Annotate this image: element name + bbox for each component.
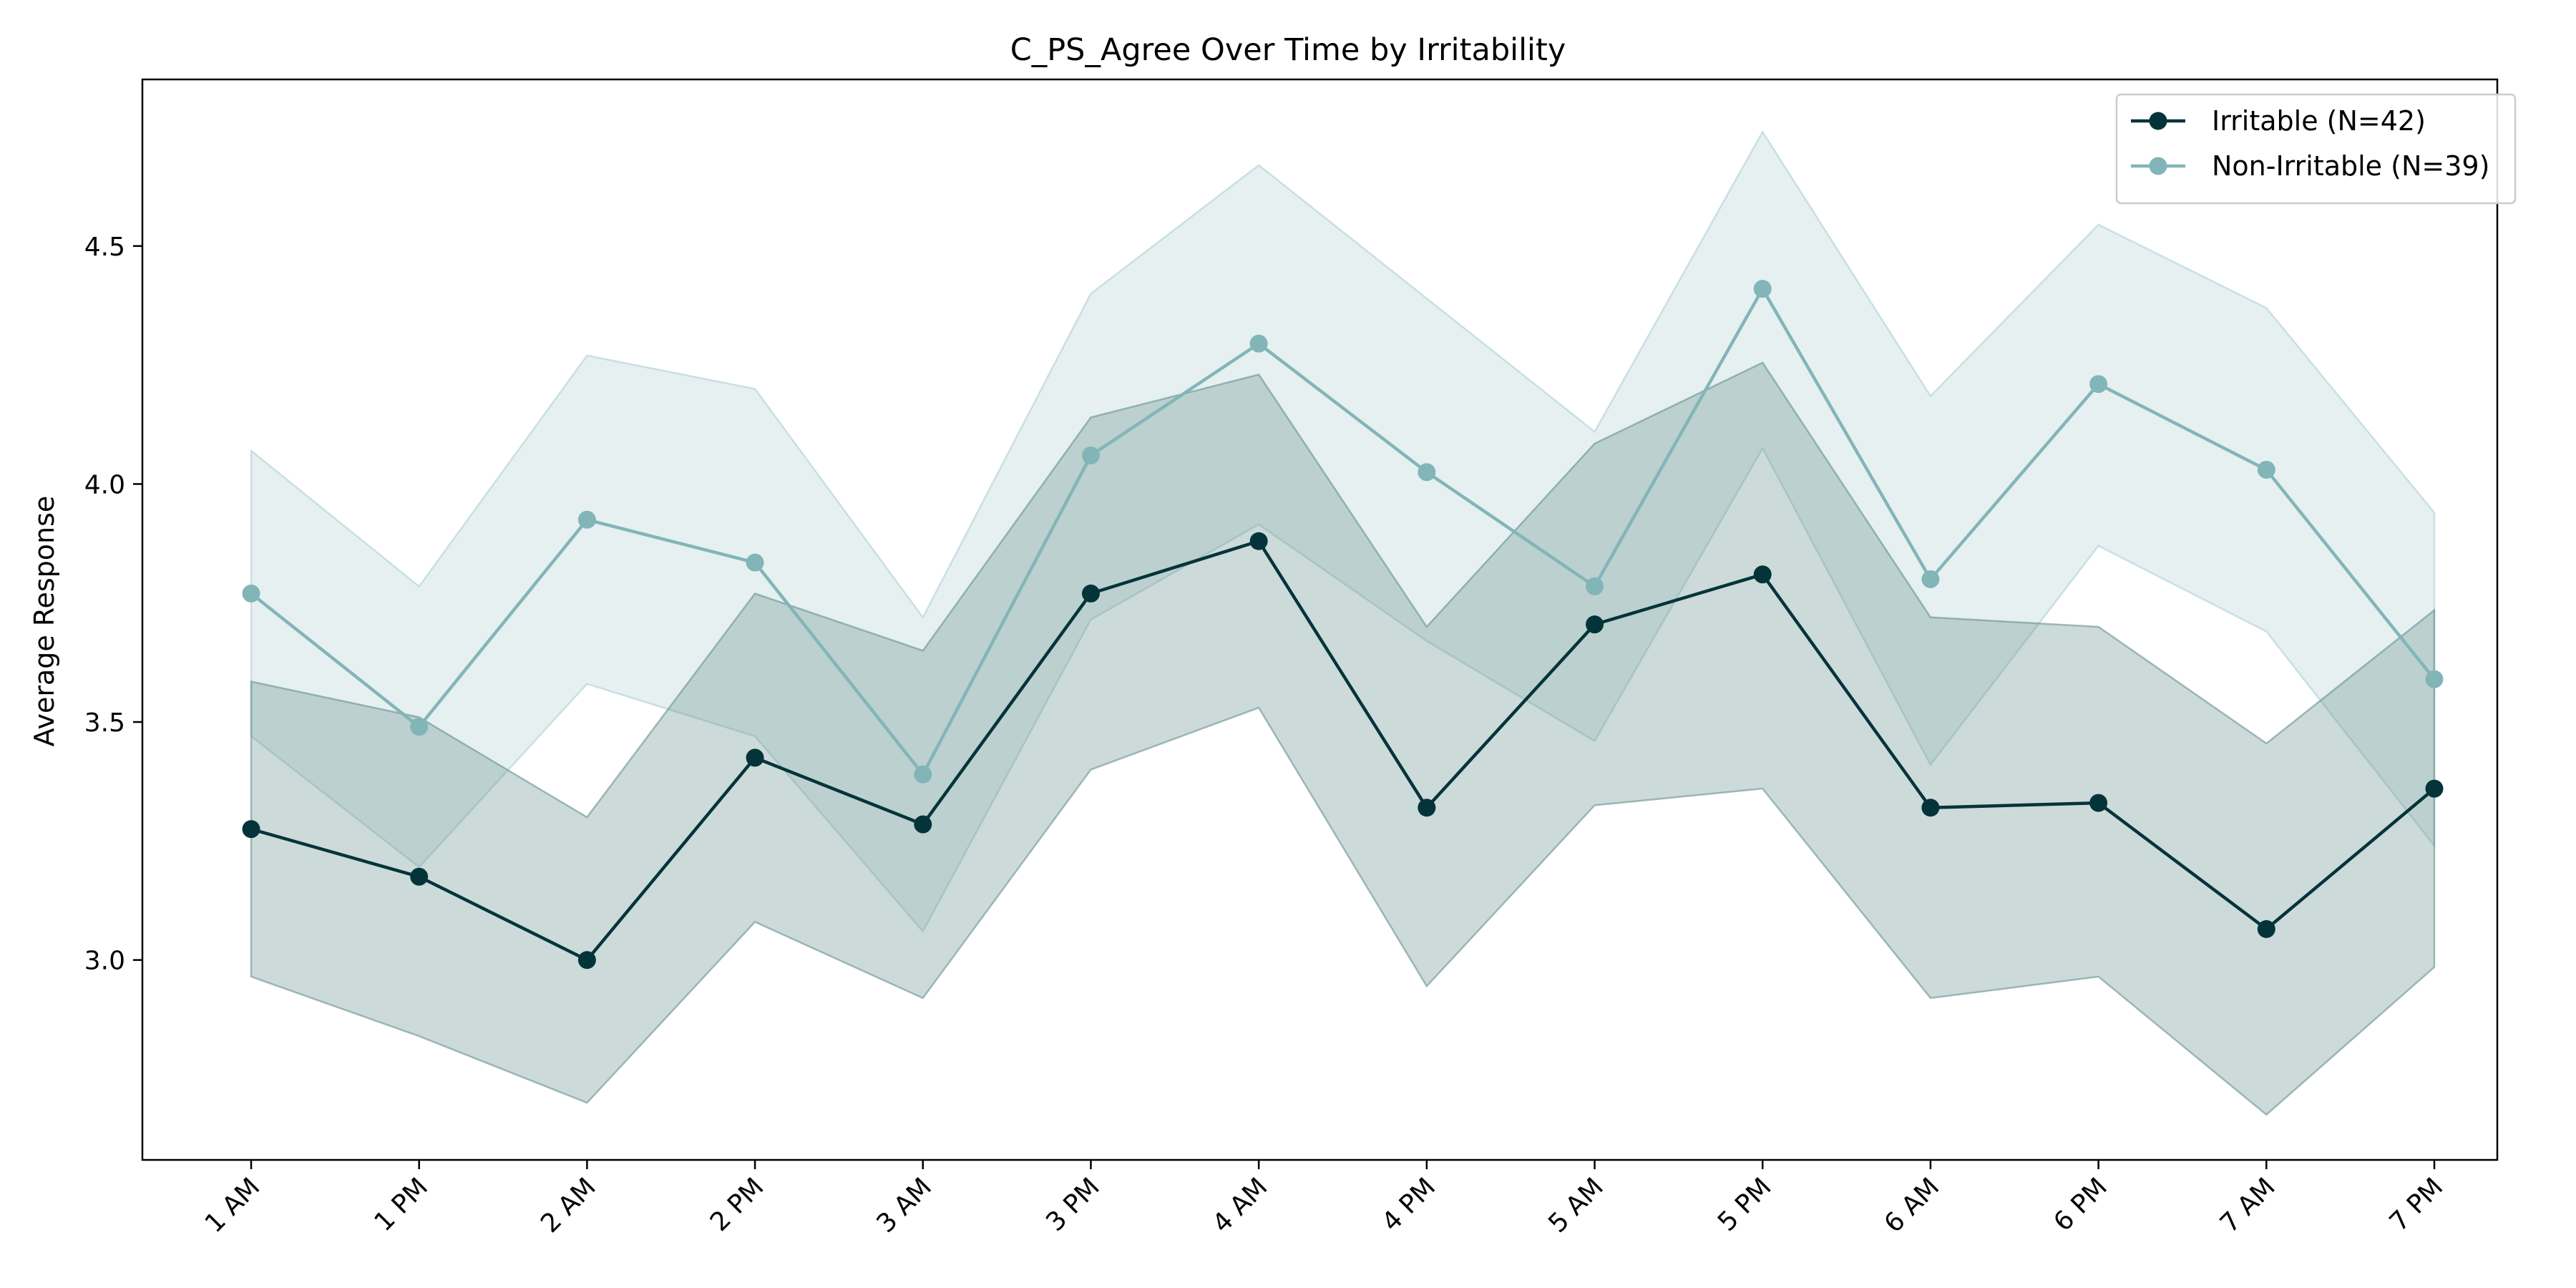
legend-swatch-marker-1 (2149, 157, 2167, 175)
data-point-1-4 (914, 765, 932, 784)
x-tick-label-5: 3 PM (1040, 1172, 1106, 1237)
data-point-0-9 (1753, 565, 1772, 584)
legend: Irritable (N=42) Non-Irritable (N=39) (2115, 93, 2517, 205)
data-point-0-2 (577, 951, 596, 970)
chart-title: C_PS_Agree Over Time by Irritability (1010, 32, 1566, 68)
data-point-0-5 (1081, 584, 1100, 602)
plot-frame (141, 78, 2499, 1161)
data-point-0-1 (410, 867, 429, 886)
x-tick-label-2: 2 AM (535, 1172, 602, 1239)
x-axis: 1 AM 1 PM 2 AM 2 PM 3 AM 3 PM 4 AM 4 PM 5 AM 5 PM… (200, 1160, 2449, 1239)
data-point-1-10 (1921, 570, 1940, 588)
data-point-0-6 (1249, 532, 1268, 550)
y-tick-label-3: 4.5 (84, 233, 125, 262)
data-point-0-12 (2257, 919, 2275, 938)
legend-entry-0: Irritable (N=42) (2212, 105, 2426, 137)
y-axis-label: Average Response (29, 496, 60, 747)
x-tick-label-13: 7 PM (2384, 1172, 2449, 1237)
data-point-1-2 (577, 510, 596, 529)
data-point-1-6 (1249, 334, 1268, 353)
x-tick-label-6: 4 AM (1207, 1172, 1274, 1239)
x-tick-label-1: 1 PM (369, 1172, 434, 1237)
y-tick-label-1: 3.5 (84, 708, 125, 738)
data-point-0-7 (1418, 799, 1436, 817)
data-point-0-11 (2089, 794, 2108, 812)
y-tick-label-2: 4.0 (84, 470, 125, 499)
x-tick-label-12: 7 AM (2215, 1172, 2281, 1239)
data-point-1-1 (410, 718, 429, 736)
x-tick-label-9: 5 PM (1712, 1172, 1777, 1237)
series-line-0 (250, 539, 2436, 962)
data-point-1-0 (242, 584, 260, 602)
legend-swatch-marker-0 (2149, 112, 2167, 130)
data-point-1-12 (2257, 460, 2275, 479)
data-point-1-8 (1586, 577, 1604, 595)
x-tick-label-0: 1 AM (200, 1172, 266, 1239)
legend-entry-1: Non-Irritable (N=39) (2212, 150, 2489, 182)
data-point-0-13 (2425, 779, 2444, 798)
data-point-1-9 (1753, 280, 1772, 298)
series-points (242, 280, 2444, 970)
confidence-band-0 (250, 361, 2436, 1116)
data-point-0-10 (1921, 799, 1940, 817)
data-point-0-4 (914, 815, 932, 834)
data-point-0-3 (746, 748, 764, 767)
y-tick-label-0: 3.0 (84, 947, 125, 976)
data-point-1-13 (2425, 670, 2444, 688)
x-tick-label-4: 3 AM (871, 1172, 937, 1239)
series-line-1 (250, 287, 2436, 776)
x-tick-label-7: 4 PM (1377, 1172, 1442, 1237)
x-tick-label-8: 5 AM (1543, 1172, 1609, 1239)
data-point-1-11 (2089, 375, 2108, 394)
x-tick-label-3: 2 PM (705, 1172, 770, 1237)
confidence-bands (250, 130, 2436, 1116)
data-point-1-3 (746, 553, 764, 572)
y-axis: 3.0 3.5 4.0 4.5 (84, 233, 142, 976)
data-point-1-5 (1081, 447, 1100, 465)
data-point-0-0 (242, 820, 260, 839)
data-point-0-8 (1586, 615, 1604, 634)
x-tick-label-11: 6 PM (2048, 1172, 2113, 1237)
legend-box (2115, 93, 2517, 205)
data-point-1-7 (1418, 463, 1436, 482)
x-tick-label-10: 6 AM (1879, 1172, 1946, 1239)
series-lines (250, 287, 2436, 962)
